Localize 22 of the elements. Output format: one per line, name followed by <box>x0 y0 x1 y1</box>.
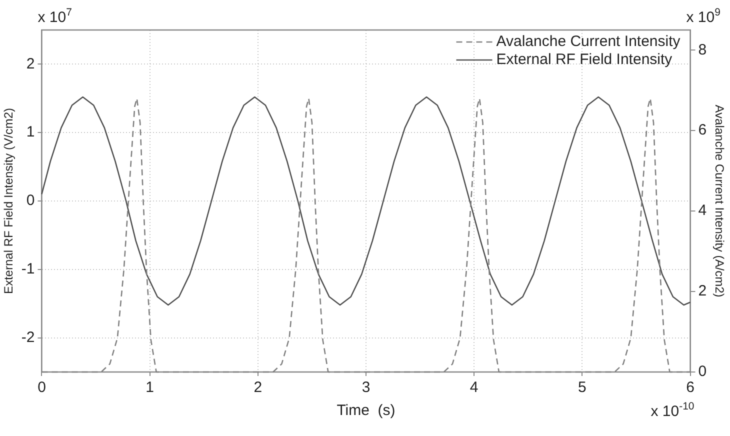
y2-tick-label: 8 <box>698 41 707 58</box>
x-tick-label: 2 <box>254 379 262 396</box>
x-tick-label: 3 <box>362 379 370 396</box>
legend-label: External RF Field Intensity <box>496 51 673 68</box>
x-tick-label: 4 <box>470 379 478 396</box>
y2-tick-label: 0 <box>698 363 707 380</box>
y2-tick-label: 6 <box>698 122 707 139</box>
y2-tick-label: 4 <box>698 202 707 220</box>
x-tick-label: 5 <box>578 379 586 396</box>
x-axis-title: Time (s) <box>336 402 396 420</box>
x-tick-label: 6 <box>686 379 694 396</box>
y-axis-title: External RF Field Intensity (V/cm2) <box>2 108 16 294</box>
y-tick-label: -2 <box>21 328 35 346</box>
y-tick-label: 1 <box>26 124 35 141</box>
legend-label: Avalanche Current Intensity <box>496 33 681 50</box>
y2-axis-title: Avalanche Current Intensity (A/cm2) <box>712 104 726 298</box>
x-tick-label: 0 <box>38 379 46 396</box>
y-tick-label: 2 <box>26 55 35 72</box>
y2-tick-label: 2 <box>698 282 707 300</box>
x-tick-label: 1 <box>146 379 154 396</box>
y-tick-label: 0 <box>26 192 35 210</box>
y-tick-label: -1 <box>21 260 35 278</box>
